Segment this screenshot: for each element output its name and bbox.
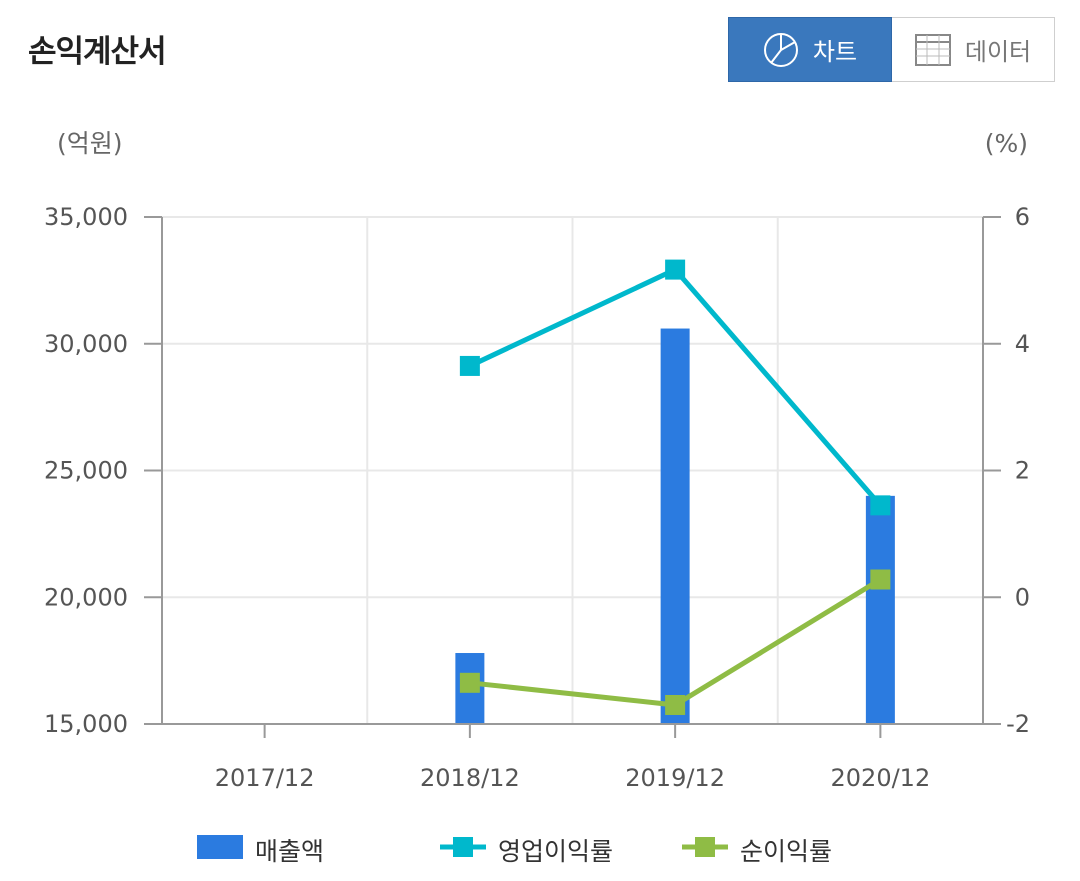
grid bbox=[162, 216, 983, 725]
chart-view-button[interactable]: 차트 bbox=[728, 17, 892, 82]
x-tick-label: 2017/12 bbox=[215, 764, 315, 792]
view-toggle: 차트 데이터 bbox=[728, 17, 1055, 82]
table-icon bbox=[914, 33, 951, 66]
legend-item[interactable]: 영업이익률 bbox=[440, 832, 613, 868]
right-tick-label: -2 bbox=[1006, 710, 1030, 738]
revenue-bar bbox=[660, 328, 690, 724]
legend: 매출액 영업이익률 순이익률 bbox=[0, 832, 1080, 872]
right-tick-label: 4 bbox=[1015, 330, 1030, 358]
x-tick-label: 2020/12 bbox=[831, 764, 931, 792]
legend-swatch bbox=[197, 834, 243, 866]
left-tick-label: 35,000 bbox=[44, 203, 128, 231]
right-tick-label: 6 bbox=[1015, 203, 1030, 231]
bar-series bbox=[455, 328, 895, 724]
series-point-1 bbox=[665, 259, 686, 280]
series-point-1 bbox=[870, 495, 891, 516]
right-axis-unit: (%) bbox=[985, 129, 1028, 158]
x-tick-label: 2019/12 bbox=[625, 764, 725, 792]
tick-labels: 15,000 20,000 25,000 30,000 35,000 -2 0 2 4 6 2017… bbox=[44, 203, 1030, 792]
x-tick-label: 2018/12 bbox=[420, 764, 520, 792]
legend-swatch bbox=[440, 834, 486, 866]
left-tick-label: 25,000 bbox=[44, 457, 128, 485]
right-tick-label: 2 bbox=[1015, 457, 1030, 485]
series-point-2 bbox=[459, 672, 480, 693]
data-view-label: 데이터 bbox=[964, 38, 1032, 66]
left-tick-label: 30,000 bbox=[44, 330, 128, 358]
legend-swatch bbox=[682, 834, 728, 866]
left-axis-unit: (억원) bbox=[57, 129, 123, 158]
series-point-2 bbox=[870, 569, 891, 590]
legend-item[interactable]: 순이익률 bbox=[682, 832, 832, 868]
left-tick-label: 15,000 bbox=[44, 710, 128, 738]
legend-label: 영업이익률 bbox=[498, 837, 614, 866]
pie-chart-icon bbox=[763, 32, 799, 68]
legend-item[interactable]: 매출액 bbox=[197, 832, 324, 868]
right-tick-label: 0 bbox=[1015, 583, 1030, 611]
legend-label: 매출액 bbox=[255, 837, 325, 866]
left-tick-label: 20,000 bbox=[44, 583, 128, 611]
income-statement-chart: (억원) (%) 15,000 20,000 25,000 30,000 35,000 -… bbox=[44, 129, 1030, 792]
axes bbox=[144, 216, 1001, 738]
legend-label: 순이익률 bbox=[740, 837, 833, 866]
series-point-2 bbox=[665, 694, 686, 715]
chart-view-label: 차트 bbox=[812, 38, 858, 66]
page-title: 손익계산서 bbox=[28, 34, 167, 70]
line-series bbox=[459, 259, 891, 715]
series-point-1 bbox=[459, 355, 480, 376]
data-view-button[interactable]: 데이터 bbox=[892, 17, 1055, 82]
revenue-bar bbox=[865, 495, 895, 724]
